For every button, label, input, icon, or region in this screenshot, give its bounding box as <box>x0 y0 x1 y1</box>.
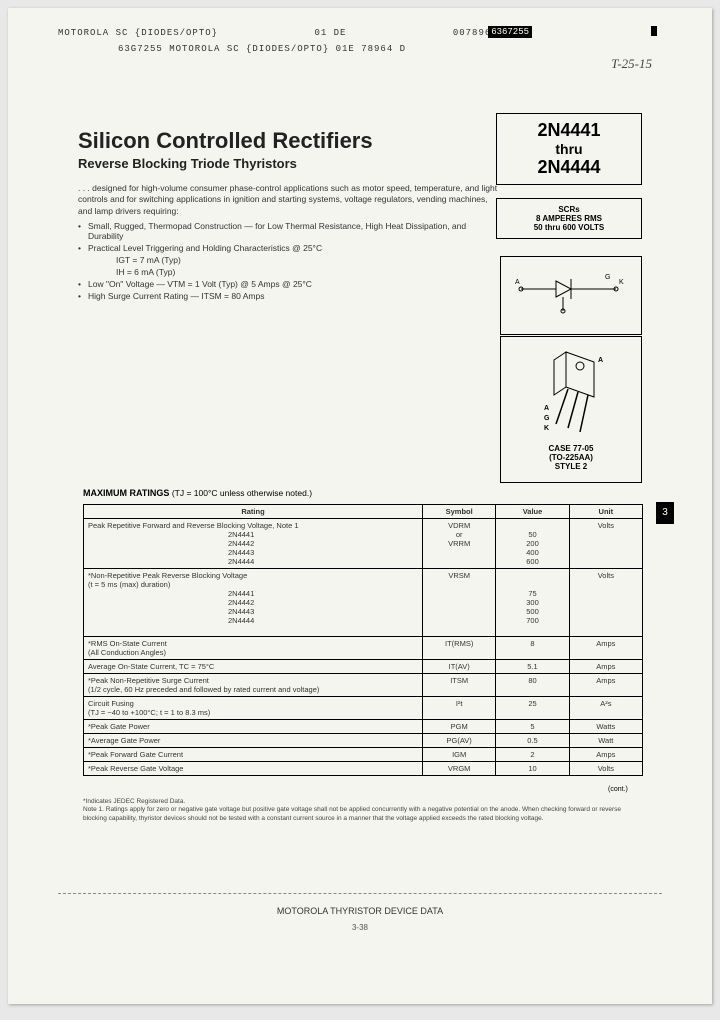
spec-box: SCRs 8 AMPERES RMS 50 thru 600 VOLTS <box>496 198 642 239</box>
bullet-1: Small, Rugged, Thermopad Construction — … <box>78 221 498 241</box>
th-unit: Unit <box>569 505 642 519</box>
package-l2: (TO-225AA) <box>501 453 641 462</box>
svg-text:A: A <box>515 279 520 286</box>
header-line2: 63G7255 MOTOROLA SC {DIODES/OPTO} 01E 78… <box>118 44 672 54</box>
table-row: *Peak Gate Power PGM 5 Watts <box>84 720 643 734</box>
footer-divider <box>58 893 662 894</box>
footer-text: MOTOROLA THYRISTOR DEVICE DATA <box>8 906 712 916</box>
table-row: *Peak Reverse Gate Voltage VRGM 10 Volts <box>84 762 643 776</box>
table-row: *Average Gate Power PG(AV) 0.5 Watt <box>84 734 643 748</box>
footnotes: *Indicates JEDEC Registered Data. Note 1… <box>83 798 643 823</box>
part-number-box: 2N4441 thru 2N4444 <box>496 113 642 185</box>
section-tab: 3 <box>656 502 674 524</box>
main-content: Silicon Controlled Rectifiers Reverse Bl… <box>78 128 498 310</box>
footer-page-number: 3-38 <box>8 923 712 932</box>
th-rating: Rating <box>84 505 423 519</box>
package-l3: STYLE 2 <box>501 462 641 471</box>
sub-ih: IH = 6 mA (Typ) <box>88 267 498 277</box>
table-row: *Non-Repetitive Peak Reverse Blocking Vo… <box>84 569 643 637</box>
svg-text:A: A <box>544 405 549 412</box>
header-codes: MOTOROLA SC {DIODES/OPTO} 01 DE 0078964 … <box>58 28 672 54</box>
bullet-4: High Surge Current Rating — ITSM = 80 Am… <box>78 291 498 301</box>
header-line1-mid: 01 DE <box>314 28 346 38</box>
scr-symbol-icon: A K G <box>511 269 631 319</box>
package-icon: A K G A <box>511 337 631 442</box>
table-row: Average On-State Current, TC = 75°C IT(A… <box>84 660 643 674</box>
table-row: *Peak Non-Repetitive Surge Current (1/2 … <box>84 674 643 697</box>
handwritten-note: T-25-15 <box>611 56 652 72</box>
header-blackmark <box>651 26 657 36</box>
spec-l3: 50 thru 600 VOLTS <box>499 223 639 232</box>
package-l1: CASE 77-05 <box>501 444 641 453</box>
bullet-3: Low "On" Voltage — VTM = 1 Volt (Typ) @ … <box>78 279 498 289</box>
feature-list: Small, Rugged, Thermopad Construction — … <box>78 221 498 301</box>
ratings-table: Rating Symbol Value Unit Peak Repetitive… <box>83 504 643 776</box>
footnote-note1: Note 1. Ratings apply for zero or negati… <box>83 806 643 823</box>
part-thru: thru <box>499 141 639 157</box>
th-value: Value <box>496 505 569 519</box>
svg-text:K: K <box>619 279 624 286</box>
page-subtitle: Reverse Blocking Triode Thyristors <box>78 156 498 171</box>
ratings-heading: MAXIMUM RATINGS (TJ = 100°C unless other… <box>83 488 312 498</box>
part-bottom: 2N4444 <box>499 157 639 178</box>
svg-text:A: A <box>598 357 603 364</box>
sub-igt: IGT = 7 mA (Typ) <box>88 255 498 265</box>
package-box: A K G A CASE 77-05 (TO-225AA) STYLE 2 <box>500 336 642 483</box>
spec-l2: 8 AMPERES RMS <box>499 214 639 223</box>
spec-l1: SCRs <box>499 205 639 214</box>
table-row: *Peak Forward Gate Current IGM 2 Amps <box>84 748 643 762</box>
description-text: . . . designed for high-volume consumer … <box>78 183 498 217</box>
cont-label: (cont.) <box>608 786 628 793</box>
footnote-star: *Indicates JEDEC Registered Data. <box>83 798 643 806</box>
header-code-box: 6367255 <box>488 26 532 38</box>
part-top: 2N4441 <box>499 120 639 141</box>
header-line1-left: MOTOROLA SC {DIODES/OPTO} <box>58 28 218 38</box>
table-row: Peak Repetitive Forward and Reverse Bloc… <box>84 519 643 569</box>
datasheet-page: MOTOROLA SC {DIODES/OPTO} 01 DE 0078964 … <box>8 8 712 1004</box>
table-header-row: Rating Symbol Value Unit <box>84 505 643 519</box>
svg-text:G: G <box>605 274 610 281</box>
scr-symbol-box: A K G <box>500 256 642 335</box>
table-row: *RMS On-State Current (All Conduction An… <box>84 637 643 660</box>
table-row: Circuit Fusing (TJ = −40 to +100°C; t = … <box>84 697 643 720</box>
svg-text:G: G <box>544 415 550 422</box>
svg-text:K: K <box>544 425 549 432</box>
th-symbol: Symbol <box>423 505 496 519</box>
page-title: Silicon Controlled Rectifiers <box>78 128 498 154</box>
bullet-2: Practical Level Triggering and Holding C… <box>78 243 498 253</box>
